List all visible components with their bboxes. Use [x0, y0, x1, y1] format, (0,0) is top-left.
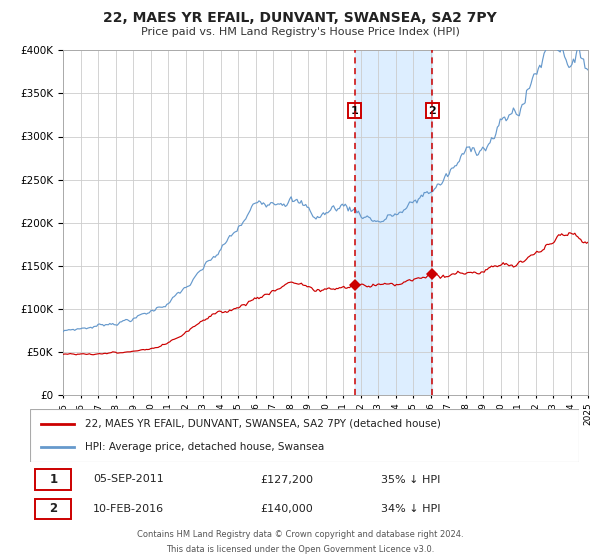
- Text: This data is licensed under the Open Government Licence v3.0.: This data is licensed under the Open Gov…: [166, 545, 434, 554]
- Text: 34% ↓ HPI: 34% ↓ HPI: [382, 504, 441, 514]
- Text: 22, MAES YR EFAIL, DUNVANT, SWANSEA, SA2 7PY: 22, MAES YR EFAIL, DUNVANT, SWANSEA, SA2…: [103, 11, 497, 25]
- Text: 05-SEP-2011: 05-SEP-2011: [93, 474, 164, 484]
- FancyBboxPatch shape: [30, 409, 579, 462]
- Text: 2: 2: [428, 106, 436, 116]
- Text: £140,000: £140,000: [260, 504, 313, 514]
- Text: 35% ↓ HPI: 35% ↓ HPI: [382, 474, 441, 484]
- Text: HPI: Average price, detached house, Swansea: HPI: Average price, detached house, Swan…: [85, 442, 324, 452]
- Text: £127,200: £127,200: [260, 474, 314, 484]
- Bar: [355, 50, 432, 395]
- Text: 10-FEB-2016: 10-FEB-2016: [93, 504, 164, 514]
- Text: 2: 2: [50, 502, 58, 515]
- FancyBboxPatch shape: [35, 469, 71, 490]
- Text: Price paid vs. HM Land Registry's House Price Index (HPI): Price paid vs. HM Land Registry's House …: [140, 27, 460, 37]
- Text: 1: 1: [50, 473, 58, 486]
- FancyBboxPatch shape: [35, 498, 71, 519]
- Text: Contains HM Land Registry data © Crown copyright and database right 2024.: Contains HM Land Registry data © Crown c…: [137, 530, 463, 539]
- Text: 22, MAES YR EFAIL, DUNVANT, SWANSEA, SA2 7PY (detached house): 22, MAES YR EFAIL, DUNVANT, SWANSEA, SA2…: [85, 419, 441, 429]
- Text: 1: 1: [351, 106, 359, 116]
